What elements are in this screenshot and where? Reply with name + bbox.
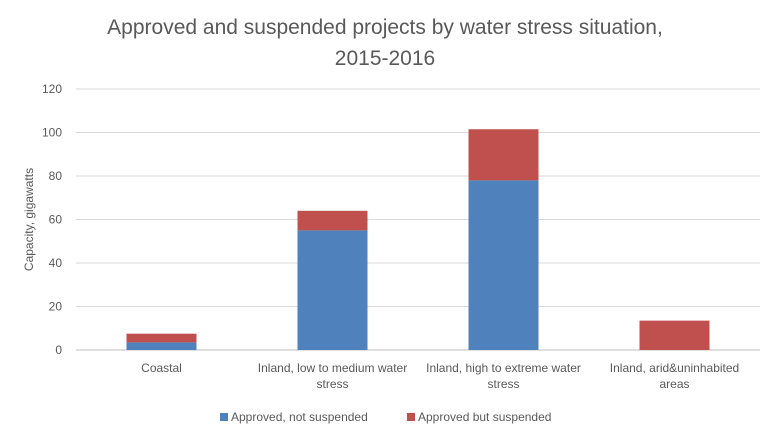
x-axis-labels: Coastal Inland, low to medium water stress… [141,361,739,391]
y-tick-label: 120 [42,82,62,96]
y-tick-label: 100 [42,126,62,140]
bar-segment-approved-not-suspended [126,342,197,350]
y-tick-label: 60 [49,213,63,227]
bars [126,129,710,350]
x-category-label: Coastal [141,361,182,375]
x-category-label-line: stress [316,377,348,391]
y-axis-title-group: Capacity, gigawatts [22,168,36,271]
y-axis-title: Capacity, gigawatts [22,168,36,271]
legend-label: Approved, not suspended [231,410,368,424]
y-tick-label: 80 [49,169,63,183]
y-axis-ticks: 0 20 40 60 80 100 120 [42,82,62,357]
x-category-label-line: Coastal [141,361,182,375]
gridlines [76,88,760,351]
legend-swatch [220,413,228,421]
x-category-label-line: Inland, high to extreme water [426,361,581,375]
x-category-label-line: stress [487,377,519,391]
legend: Approved, not suspended Approved but susp… [220,410,551,424]
bar-segment-approved-but-suspended [297,210,368,231]
bar-segment-approved-not-suspended [297,230,368,350]
y-tick-label: 20 [49,300,63,314]
bar-segment-approved-but-suspended [639,320,710,350]
y-tick-label: 0 [55,343,62,357]
chart-title-line: Approved and suspended projects by water… [107,16,663,39]
x-category-label-line: areas [659,377,689,391]
y-tick-label: 40 [49,256,63,270]
legend-swatch [407,413,415,421]
x-category-label: Inland, low to medium water stress [258,361,407,391]
chart-title-line: 2015-2016 [335,47,435,70]
legend-label: Approved but suspended [418,410,551,424]
bar-segment-approved-but-suspended [468,129,539,181]
bar-segment-approved-not-suspended [468,180,539,350]
bar-segment-approved-but-suspended [126,333,197,343]
x-category-label: Inland, arid&uninhabited areas [610,361,739,391]
legend-item: Approved, not suspended [220,410,368,424]
x-category-label-line: Inland, low to medium water [258,361,407,375]
x-category-label-line: Inland, arid&uninhabited [610,361,739,375]
chart-title: Approved and suspended projects by water… [107,16,663,70]
x-category-label: Inland, high to extreme water stress [426,361,581,391]
legend-item: Approved but suspended [407,410,551,424]
